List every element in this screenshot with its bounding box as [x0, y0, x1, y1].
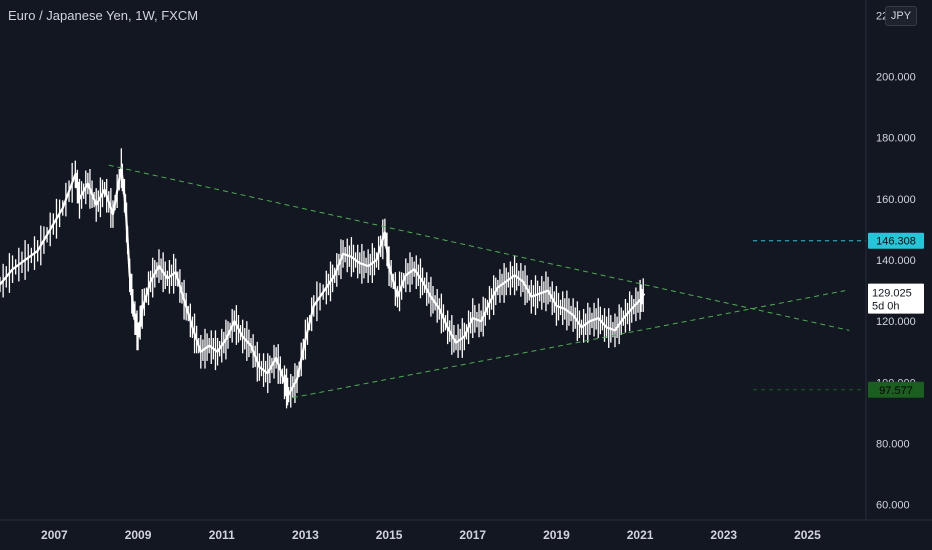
trendline-resistance[interactable] — [108, 164, 850, 331]
time-axis[interactable]: 2007 2009 2011 2013 2015 2017 2019 2021 2023 2025 — [41, 528, 821, 542]
bar-countdown-label: 5d 0h — [872, 301, 900, 313]
level-price-tag — [868, 232, 924, 249]
x-tick-label: 2021 — [627, 528, 654, 542]
currency-badge[interactable]: JPY — [885, 6, 917, 26]
y-tick-label: 80.000 — [876, 439, 910, 451]
x-tick-label: 2009 — [125, 528, 152, 542]
x-tick-label: 2015 — [376, 528, 403, 542]
x-tick-label: 2011 — [209, 528, 235, 542]
price-series-layer — [0, 148, 646, 409]
y-tick-label: 60.000 — [876, 500, 910, 512]
y-tick-label: 180.000 — [876, 133, 916, 145]
x-tick-label: 2013 — [292, 528, 319, 542]
x-tick-label: 2007 — [41, 528, 68, 542]
trendline-layer[interactable] — [108, 164, 850, 399]
level-price-label: 97.577 — [879, 385, 913, 397]
trendline-support[interactable] — [292, 290, 846, 399]
x-tick-label: 2023 — [710, 528, 737, 542]
price-axis[interactable]: 60.00080.000100.000120.000140.000160.000… — [876, 10, 916, 511]
x-tick-label: 2019 — [543, 528, 570, 542]
y-tick-label: 120.000 — [876, 316, 916, 328]
y-tick-label: 160.000 — [876, 194, 916, 206]
current-price-label: 129.025 — [872, 288, 912, 300]
y-tick-label: 200.000 — [876, 71, 916, 83]
chart-title: Euro / Japanese Yen, 1W, FXCM — [8, 8, 199, 23]
y-tick-label: 140.000 — [876, 255, 916, 267]
level-line-layer[interactable] — [753, 240, 866, 391]
x-tick-label: 2025 — [794, 528, 821, 542]
level-price-tag — [868, 381, 924, 398]
current-price-tag — [868, 283, 924, 314]
x-tick-label: 2017 — [459, 528, 486, 542]
level-price-label: 146.308 — [876, 236, 916, 248]
